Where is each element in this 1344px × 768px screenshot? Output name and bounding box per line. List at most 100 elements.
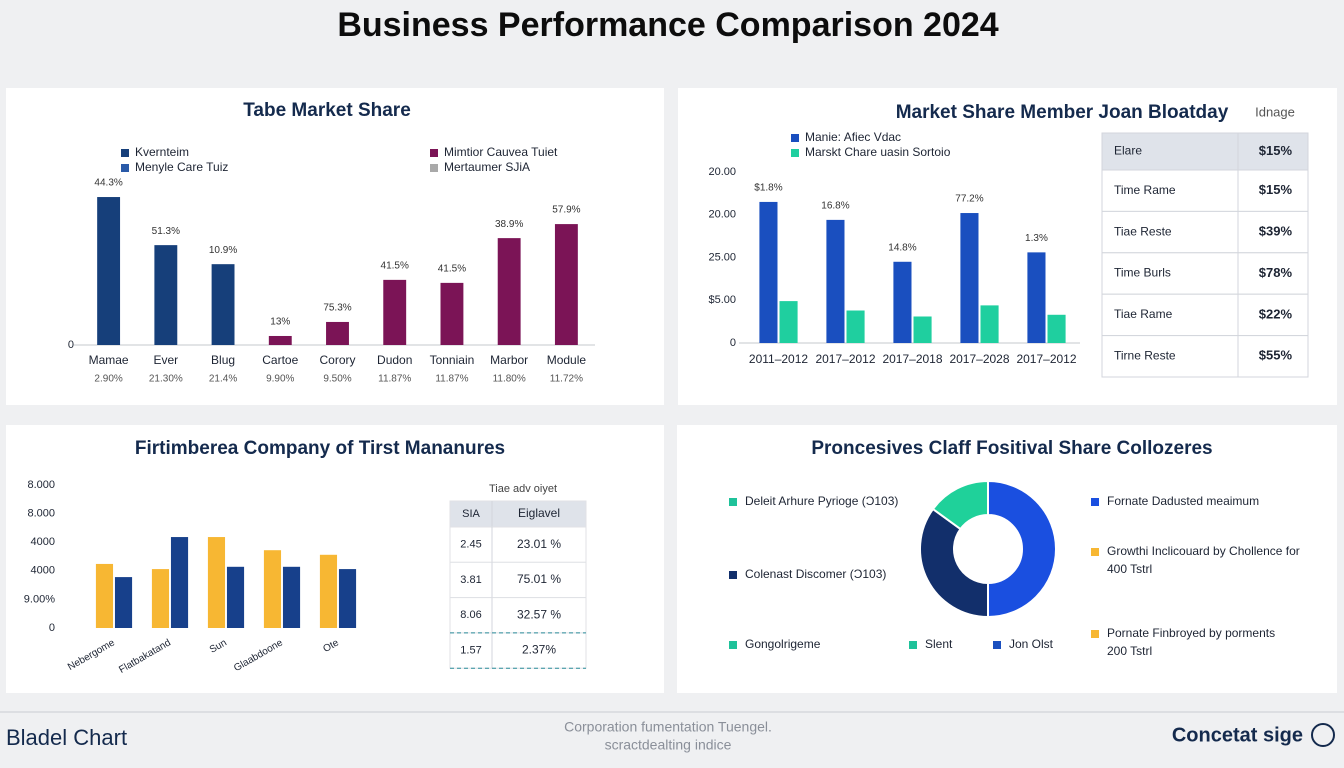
y-tick-label: 0: [49, 622, 55, 634]
table-header: [1101, 132, 1309, 171]
legend-swatch: [121, 149, 129, 157]
legend-label: 200 Tstrl: [1107, 644, 1152, 658]
legend-label: Jon Olst: [1009, 637, 1054, 651]
bar: [154, 245, 178, 345]
y-tick-label: 25.00: [708, 251, 736, 263]
bar-annotation: 16.8%: [821, 201, 849, 212]
footer-icon: [1311, 723, 1335, 747]
x-tick-label: 2011–2012: [749, 352, 809, 366]
bar-annotation: 77.2%: [955, 194, 983, 205]
legend-swatch: [1091, 548, 1099, 556]
y-tick-label: 0: [730, 337, 736, 349]
legend-label: 400 Tstrl: [1107, 562, 1152, 576]
table-cell: 32.57 %: [517, 607, 561, 621]
legend-label: Manie: Afiec Vdac: [805, 130, 901, 144]
chart-title: Market Share Member Joan Bloatday: [896, 102, 1229, 123]
bar: [338, 569, 357, 628]
bar: [980, 305, 999, 343]
legend-swatch: [1091, 498, 1099, 506]
bar: [893, 261, 912, 343]
x-sublabel: 2.90%: [94, 374, 122, 385]
x-sublabel: 9.50%: [323, 374, 351, 385]
footer-center: Corporation fumentation Tuengel.: [564, 719, 772, 735]
bar: [1047, 314, 1066, 343]
chart-title: Tabe Market Share: [243, 100, 411, 121]
bar: [440, 282, 464, 345]
bar: [211, 264, 235, 345]
legend-label: Menyle Care Tuiz: [135, 160, 228, 174]
footer-left: Bladel Chart: [6, 725, 127, 750]
legend-label: Marskt Chare uasin Sortoio: [805, 145, 951, 159]
x-sublabel: 11.80%: [493, 374, 526, 385]
legend-swatch: [430, 164, 438, 172]
bar: [207, 537, 226, 628]
table-cell: Tirne Reste: [1114, 348, 1176, 362]
table-cell: Tiae Reste: [1114, 224, 1172, 238]
y-tick-label: 4000: [31, 536, 55, 548]
bar-annotation: 38.9%: [495, 219, 523, 230]
x-tick-label: Blug: [211, 353, 235, 367]
table-cell: Time Rame: [1114, 183, 1176, 197]
donut-segment: [987, 479, 1057, 619]
table-cell: $15%: [1259, 182, 1293, 197]
y-tick-label: 8.000: [27, 479, 55, 491]
bar-annotation: 44.3%: [94, 178, 122, 189]
x-tick-label: Mamae: [89, 353, 129, 367]
bar-annotation: 57.9%: [552, 205, 580, 216]
x-sublabel: 11.87%: [378, 374, 411, 385]
bar-annotation: 51.3%: [152, 226, 180, 237]
bar-annotation: $1.8%: [754, 183, 782, 194]
panel: [677, 425, 1337, 693]
table-header: [449, 500, 587, 528]
footer-right: Concetat sige: [1172, 724, 1303, 746]
bar-annotation: 1.3%: [1025, 233, 1048, 244]
donut-segment: [931, 479, 989, 531]
y-tick-label: 0: [68, 339, 74, 351]
table-row: [1101, 210, 1309, 254]
legend-label: Colenast Discomer (Ɔ103): [745, 567, 886, 581]
legend-swatch: [909, 641, 917, 649]
bar: [326, 321, 349, 345]
bar-annotation: 41.5%: [381, 261, 409, 272]
bar: [846, 310, 865, 343]
x-tick-label: Tonniain: [430, 353, 475, 367]
x-tick-label: 2017–2028: [949, 352, 1009, 366]
bar: [97, 197, 121, 345]
bar: [779, 301, 798, 343]
legend-label: Pornate Finbroyed by porments: [1107, 626, 1275, 640]
x-sublabel: 21.30%: [149, 374, 183, 385]
table-cell: 1.57: [460, 644, 481, 656]
bar-annotation: 10.9%: [209, 245, 237, 256]
x-tick-label: Dudon: [377, 353, 412, 367]
table-row: [1101, 169, 1309, 212]
footer-center: scractdealting indice: [605, 737, 732, 753]
table-cell: 3.81: [460, 574, 481, 586]
x-tick-label: Ever: [153, 353, 178, 367]
chart-title: Firtimberea Company of Tirst Mananures: [135, 438, 505, 459]
x-tick-label: 2017–2012: [815, 352, 875, 366]
donut-segment: [919, 507, 989, 619]
bar: [826, 219, 845, 343]
legend-label: Growthi Inclicouard by Chollence for: [1107, 544, 1300, 558]
bar: [319, 554, 338, 628]
bar: [282, 566, 301, 628]
table-row: [1101, 293, 1309, 337]
x-tick-label: Marbor: [490, 353, 528, 367]
x-tick-label: 2017–2012: [1016, 352, 1076, 366]
bar: [913, 316, 932, 343]
table-cell: $15%: [1259, 143, 1293, 158]
chart-title: Proncesives Claff Fositival Share Colloz…: [811, 438, 1212, 459]
bar: [554, 224, 578, 345]
table-cell: SIA: [462, 508, 480, 520]
table-row: [449, 561, 587, 599]
table-cell: Time Burls: [1114, 266, 1171, 280]
bar: [960, 213, 979, 343]
bar: [170, 537, 189, 628]
bar: [1027, 252, 1046, 343]
bar: [263, 550, 282, 628]
bar-annotation: 13%: [270, 317, 290, 328]
legend-label: Slent: [925, 637, 953, 651]
x-tick-label: 2017–2018: [882, 352, 942, 366]
bar: [151, 569, 170, 628]
table-cell: 75.01 %: [517, 572, 561, 586]
